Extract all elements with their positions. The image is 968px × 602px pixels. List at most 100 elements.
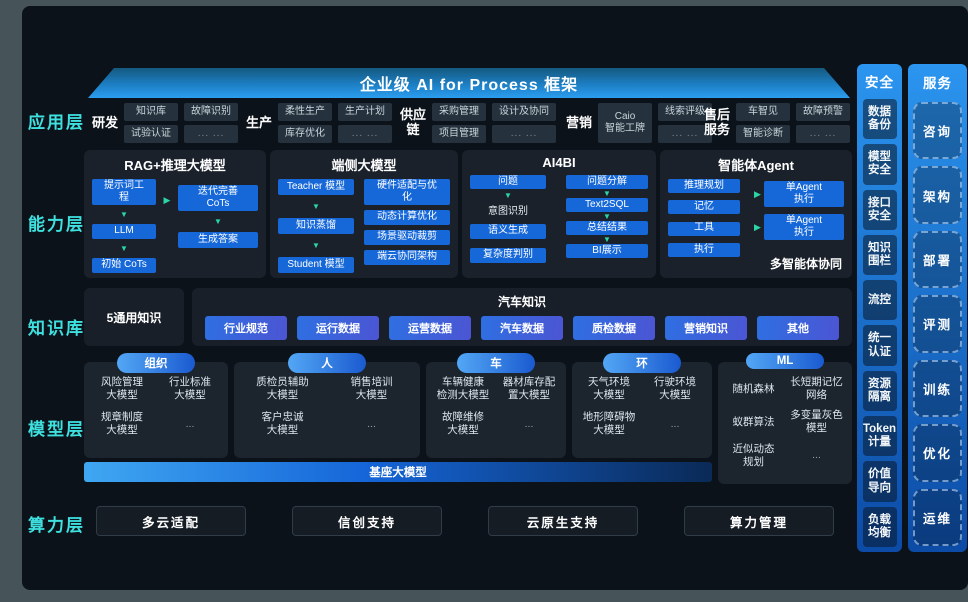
app-item: 设计及协同	[492, 103, 557, 121]
flow-step: Student 模型	[278, 257, 354, 273]
model-item: 近似动态 规划	[732, 442, 775, 468]
model-item-more: ...	[185, 417, 195, 430]
knowledge-tag: 行业规范	[205, 316, 287, 340]
security-item: Token计量	[862, 416, 897, 457]
model-item: 客户忠诚 大模型	[261, 411, 304, 437]
knowledge-tag: 运营数据	[389, 316, 471, 340]
auto-knowledge-title: 汽车知识	[497, 295, 546, 309]
model-group-vehicle: 车 车辆健康 检测大模型 器材库存配 置大模型 故障维修 大模型 ...	[426, 353, 566, 458]
flow-step: 提示词工 程	[92, 179, 156, 205]
model-item-more: ...	[367, 417, 376, 430]
edge-technique: 场景驱动裁剪	[364, 230, 450, 245]
app-item: Caio 智能工牌	[598, 103, 653, 143]
edge-technique: 动态计算优化	[364, 210, 450, 225]
app-item: 柔性生产	[278, 103, 333, 121]
security-item: 资源隔离	[862, 370, 897, 412]
flow-step: Teacher 模型	[278, 179, 354, 195]
model-item: 质检员辅助 大模型	[256, 376, 309, 402]
edge-technique: 硬件适配与优 化	[364, 179, 450, 205]
agent-module: 推理规划	[668, 179, 740, 193]
flow-step: 语义生成	[470, 224, 546, 239]
service-item: 训练	[913, 359, 962, 418]
app-group-label: 供应 链	[400, 107, 427, 137]
app-group-label: 售后 服务	[704, 107, 731, 137]
agent-module: 工具	[668, 221, 740, 236]
flow-step: 复杂度判别	[470, 248, 546, 263]
app-item: 智能诊断	[736, 125, 791, 143]
app-item: 车智见	[736, 103, 791, 121]
app-item: 线索评级	[658, 103, 713, 121]
model-item: 长短期记忆 网络	[790, 376, 843, 402]
base-model-label: 基座大模型	[369, 467, 427, 479]
panel-ai4bi: AI4BI 问题 ▼ 意图识别 语义生成 复杂度判别 问题分解 ▼ Text2S…	[462, 150, 656, 278]
agent-module: 执行	[668, 242, 740, 257]
compute-box-management: 算力管理	[684, 506, 834, 536]
security-header: 安全	[865, 75, 894, 90]
flow-step: 迭代完善 CoTs	[177, 185, 258, 211]
arrow-down-icon: ▼	[603, 212, 611, 221]
agent-exec: 单Agent 执行	[763, 181, 844, 207]
security-item: 负载均衡	[862, 506, 897, 547]
app-group-label: 研发	[92, 114, 119, 130]
app-group-label: 生产	[246, 114, 273, 130]
flow-step: BI展示	[566, 244, 648, 258]
model-group-organization: 组织 风险管理 大模型 行业标准 大模型 规章制度 大模型 ...	[84, 353, 228, 458]
model-item: 车辆健康 检测大模型	[436, 376, 490, 402]
model-item: 销售培训 大模型	[350, 376, 393, 402]
app-item: 故障预警	[796, 103, 851, 121]
model-item-more: ...	[524, 417, 534, 430]
general-knowledge-box: 5通用知识	[84, 288, 184, 346]
app-item: 生产计划	[338, 103, 393, 121]
app-group-supply-chain: 供应 链 采购管理 项目管理 设计及协同 ... ...	[400, 102, 557, 144]
model-item: 行驶环境 大模型	[654, 376, 696, 402]
multi-agent-caption: 多智能体协同	[769, 257, 842, 271]
service-item: 优化	[913, 424, 962, 482]
service-item: 部署	[913, 230, 962, 289]
flow-step: Text2SQL	[566, 198, 648, 212]
agent-module: 记忆	[668, 200, 740, 215]
arrow-right-icon: ▶	[754, 188, 761, 199]
base-model-bar: 基座大模型	[84, 462, 712, 482]
model-item-more: ...	[812, 449, 821, 462]
model-item: 随机森林	[732, 382, 775, 395]
app-item: 采购管理	[432, 103, 487, 121]
compute-label: 信创支持	[337, 515, 396, 530]
panel-agent: 智能体Agent 推理规划 记忆 工具 执行 ▶ 单Agent 执行 ▶ 单Ag…	[660, 150, 852, 278]
model-item: 多变量灰色 模型	[790, 409, 843, 435]
arrow-down-icon: ▼	[120, 210, 128, 219]
arrow-down-icon: ▼	[120, 244, 128, 253]
service-column: 服务 咨询 架构 部署 评测 训练 优化 运维	[908, 64, 967, 552]
framework-title: 企业级 AI for Process 框架	[359, 77, 579, 94]
model-group-pill: 人	[288, 353, 366, 373]
arrow-down-icon: ▼	[312, 202, 320, 211]
model-group-pill: 车	[457, 353, 535, 373]
edge-technique: 端云协同架构	[364, 250, 450, 265]
app-item-more: ... ...	[658, 125, 713, 143]
model-item: 行业标准 大模型	[169, 376, 211, 402]
compute-box-cloudnative: 云原生支持	[488, 506, 638, 536]
auto-knowledge-panel: 汽车知识 行业规范 运行数据 运营数据 汽车数据 质检数据 营销知识 其他	[192, 288, 852, 346]
general-knowledge-label: 5通用知识	[106, 310, 162, 325]
security-column: 安全 数据备份 模型安全 接口安全 知识围栏 流控 统一认证 资源隔离 Toke…	[857, 64, 902, 552]
arrow-down-icon: ▼	[603, 189, 611, 198]
app-item: 项目管理	[432, 125, 487, 143]
security-item: 数据备份	[862, 99, 897, 140]
model-group-ml: ML 随机森林 长短期记忆 网络 蚁群算法 多变量灰色 模型 近似动态 规划 .…	[718, 353, 852, 484]
app-item-more: ... ...	[338, 125, 393, 143]
model-group-environment: 环 天气环境 大模型 行驶环境 大模型 地形障碍物 大模型 ...	[572, 353, 712, 458]
arrow-right-icon: ▶	[163, 195, 171, 205]
panel-rag-reasoning-model: RAG+推理大模型 提示词工 程 ▼ LLM ▼ 初始 CoTs ▶ 迭代完善 …	[84, 150, 266, 278]
framework-title-banner: 企业级 AI for Process 框架	[88, 68, 850, 98]
compute-box-xinchuang: 信创支持	[292, 506, 442, 536]
layer-label-model: 模型层	[28, 420, 85, 439]
arrow-down-icon: ▼	[214, 217, 222, 226]
knowledge-tag: 质检数据	[573, 316, 655, 340]
app-item: 库存优化	[278, 125, 333, 143]
flow-step: 总结结果	[566, 221, 648, 235]
app-item-more: ... ...	[492, 125, 557, 143]
app-group-marketing: 营销 Caio 智能工牌 线索评级 ... ...	[566, 102, 713, 144]
knowledge-tag: 汽车数据	[481, 316, 563, 340]
panel-title: AI4BI	[542, 155, 576, 170]
security-item: 统一认证	[862, 325, 897, 366]
model-item-more: ...	[670, 417, 680, 430]
